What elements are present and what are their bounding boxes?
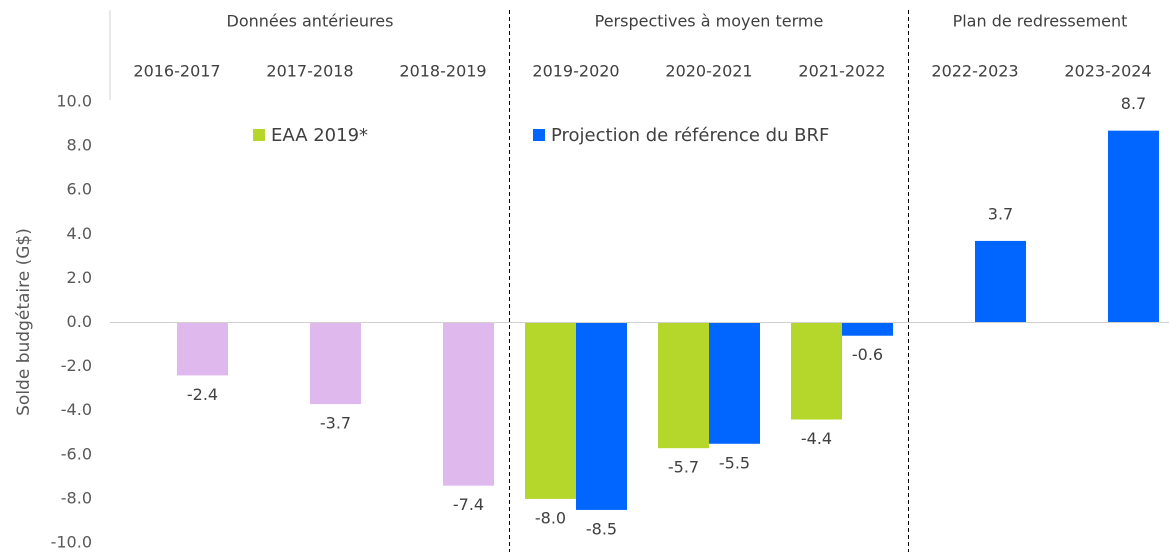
data-label: 8.7 bbox=[1121, 94, 1146, 113]
data-label: -4.4 bbox=[801, 429, 832, 448]
bar bbox=[1108, 130, 1159, 323]
x-tick-label: 2022-2023 bbox=[931, 62, 1018, 81]
data-label: -2.4 bbox=[187, 385, 218, 404]
x-tick-label: 2017-2018 bbox=[266, 62, 353, 81]
legend-label: Projection de référence du BRF bbox=[551, 125, 829, 146]
data-label: -8.0 bbox=[535, 508, 566, 527]
x-tick-label: 2021-2022 bbox=[798, 62, 885, 81]
y-tick-label: -6.0 bbox=[61, 444, 92, 463]
section-label: Perspectives à moyen terme bbox=[595, 12, 824, 31]
bar bbox=[443, 322, 494, 486]
data-label: -7.4 bbox=[453, 495, 484, 514]
legend-swatch bbox=[533, 129, 545, 141]
bar bbox=[658, 322, 709, 449]
bar bbox=[310, 322, 361, 405]
data-label: -5.5 bbox=[719, 453, 750, 472]
x-tick-label: 2023-2024 bbox=[1064, 62, 1151, 81]
y-tick-label: 6.0 bbox=[67, 180, 92, 199]
bar bbox=[177, 322, 228, 376]
data-label: -0.6 bbox=[852, 345, 883, 364]
x-tick-label: 2016-2017 bbox=[133, 62, 220, 81]
bar bbox=[709, 322, 760, 444]
y-axis-label: Solde budgétaire (G$) bbox=[14, 228, 34, 416]
bar bbox=[975, 240, 1026, 323]
y-tick-label: 4.0 bbox=[67, 224, 92, 243]
x-tick-label: 2018-2019 bbox=[399, 62, 486, 81]
section-label: Plan de redressement bbox=[953, 12, 1128, 31]
x-tick-label: 2020-2021 bbox=[665, 62, 752, 81]
y-tick-label: 8.0 bbox=[67, 136, 92, 155]
bar bbox=[842, 322, 893, 336]
data-label: -3.7 bbox=[320, 414, 351, 433]
data-label: 3.7 bbox=[988, 204, 1013, 223]
data-label: -5.7 bbox=[668, 458, 699, 477]
y-tick-label: -10.0 bbox=[51, 533, 92, 552]
legend-label: EAA 2019* bbox=[271, 125, 368, 146]
section-label: Données antérieures bbox=[227, 12, 394, 31]
y-tick-label: -2.0 bbox=[61, 356, 92, 375]
y-tick-label: 10.0 bbox=[56, 92, 92, 111]
data-label: -8.5 bbox=[586, 519, 617, 538]
x-tick-label: 2019-2020 bbox=[532, 62, 619, 81]
y-tick-label: -4.0 bbox=[61, 400, 92, 419]
y-tick-label: -8.0 bbox=[61, 488, 92, 507]
bar bbox=[791, 322, 842, 420]
bar bbox=[525, 322, 576, 499]
bar bbox=[576, 322, 627, 510]
y-tick-label: 2.0 bbox=[67, 268, 92, 287]
y-tick-label: 0.0 bbox=[67, 312, 92, 331]
legend-swatch bbox=[253, 129, 265, 141]
